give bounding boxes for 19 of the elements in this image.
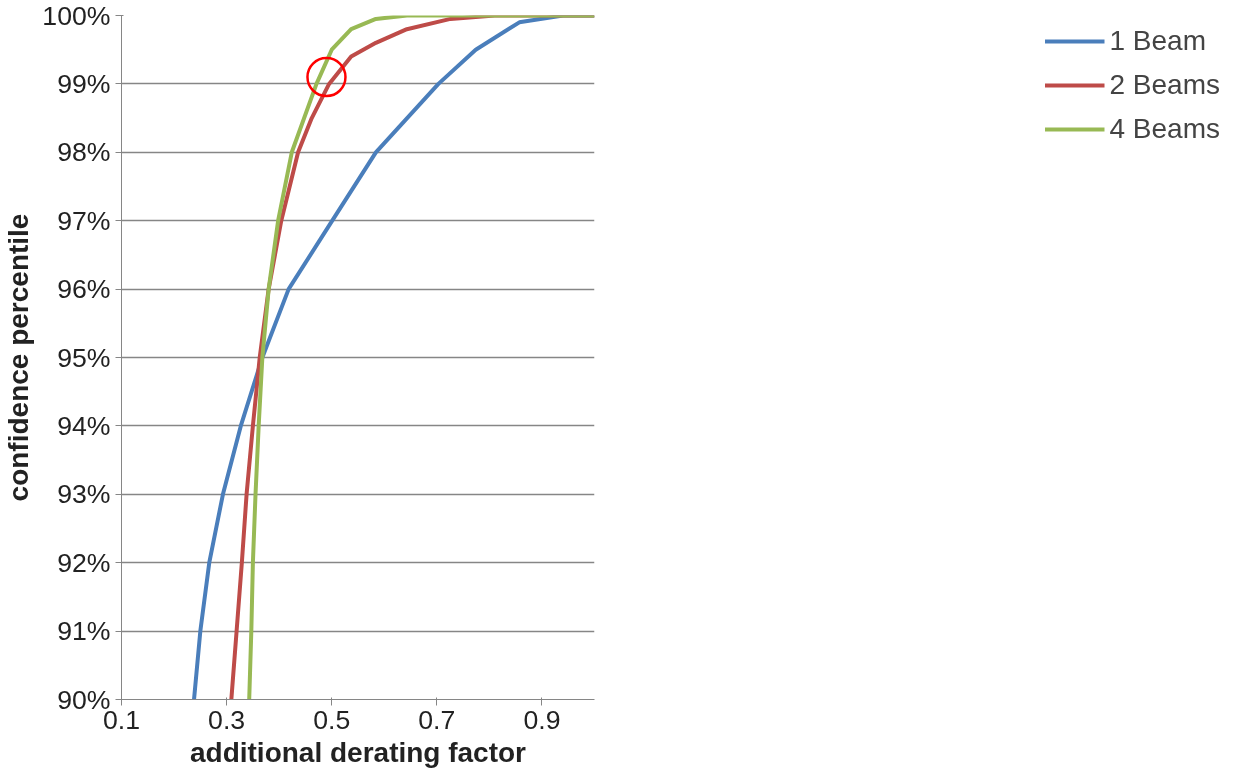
y-axis-title: confidence percentile	[3, 213, 35, 502]
x-tick-label: 0.7	[418, 704, 456, 735]
y-tick-label: 97%	[57, 205, 111, 236]
y-tick-label: 93%	[57, 479, 111, 510]
x-tick-label: 0.5	[313, 704, 351, 735]
y-tick-label: 91%	[57, 616, 111, 647]
legend-label: 4 Beams	[1109, 113, 1220, 145]
legend-label: 1 Beam	[1109, 25, 1206, 57]
x-tick-label: 0.9	[523, 704, 561, 735]
x-axis-title: additional derating factor	[189, 736, 527, 768]
legend-label: 2 Beams	[1109, 69, 1220, 101]
y-tick-label: 96%	[57, 274, 111, 305]
y-tick-label: 99%	[57, 68, 111, 99]
y-tick-label: 95%	[57, 342, 111, 373]
y-tick-label: 100%	[42, 0, 111, 31]
y-tick-label: 98%	[57, 137, 111, 168]
x-tick-label: 0.3	[208, 704, 246, 735]
y-tick-label: 92%	[57, 547, 111, 578]
y-tick-label: 94%	[57, 410, 111, 441]
